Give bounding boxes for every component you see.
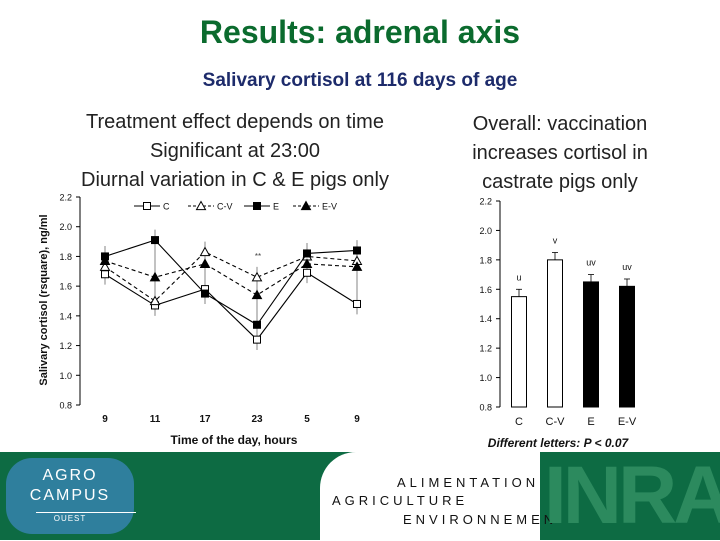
y-tick-label: 1.6 <box>59 282 72 292</box>
x-tick-label: C-V <box>546 416 566 428</box>
inra-logo: INRA <box>544 450 720 541</box>
data-point-e-v <box>301 258 313 268</box>
logo-rule <box>36 512 136 513</box>
y-tick-label: 1.4 <box>479 314 492 324</box>
data-point-c <box>253 335 261 344</box>
x-tick-label: E-V <box>618 416 637 428</box>
slide-title: Results: adrenal axis <box>199 14 521 50</box>
line-chart-legend: C C-V E E-V <box>134 200 337 212</box>
x-tick-label: 9 <box>102 414 108 425</box>
tagline-word: AGRICULTURE <box>332 493 469 508</box>
data-point-c-v <box>149 295 161 306</box>
data-point-e-v <box>149 271 161 282</box>
significance-letter: u <box>516 272 521 282</box>
logo-line: OUEST <box>53 514 87 523</box>
y-tick-label: 1.0 <box>59 371 72 381</box>
legend-label: C-V <box>217 202 233 212</box>
data-point-e <box>353 246 361 255</box>
significance-letter: v <box>553 236 558 246</box>
legend-marker <box>253 202 261 210</box>
y-tick-label: 2.2 <box>59 193 72 203</box>
footer: AGRO CAMPUS OUEST ALIMENTATION AGRICULTU… <box>0 452 720 540</box>
legend-label: E-V <box>322 202 337 212</box>
tagline-word: ENVIRONNEMEN <box>403 512 558 527</box>
line-chart-x-axis-label: Time of the day, hours <box>171 433 298 447</box>
y-tick-label: 2.0 <box>59 222 72 232</box>
left-caption-line: Treatment effect depends on time <box>86 111 384 133</box>
x-tick-label: 11 <box>150 414 161 425</box>
bar-e-v <box>619 285 635 408</box>
y-tick-label: 1.2 <box>479 344 492 354</box>
x-tick-label: E <box>587 416 594 428</box>
tagline-word: ALIMENTATION <box>397 475 540 490</box>
data-point-e-v <box>351 261 363 271</box>
series-line-c <box>104 272 358 341</box>
data-point-e <box>303 249 311 258</box>
bar-e <box>583 281 599 408</box>
data-point-c-v <box>99 261 111 271</box>
bar-chart-x-axis-label: Different letters: P < 0.07 <box>488 436 630 450</box>
x-tick-label: 5 <box>304 414 310 425</box>
legend-marker <box>300 200 312 211</box>
data-point-e-v <box>199 258 211 268</box>
logo-line: CAMPUS <box>29 487 111 504</box>
right-caption-line: castrate pigs only <box>482 171 638 193</box>
logo-line: AGRO <box>42 467 98 484</box>
y-tick-label: 1.6 <box>479 285 492 295</box>
legend-marker <box>143 202 151 210</box>
data-point-c <box>303 268 311 277</box>
agrocampus-logo: AGRO CAMPUS OUEST <box>6 458 136 534</box>
series-line-e-v <box>104 260 358 296</box>
x-tick-label: 9 <box>354 414 360 425</box>
data-point-c-v <box>251 271 263 282</box>
line-chart-plot-area <box>99 229 363 351</box>
y-tick-label: 0.8 <box>479 403 492 413</box>
right-caption: Overall: vaccination increases cortisol … <box>440 110 680 197</box>
right-caption-line: increases cortisol in <box>472 142 648 164</box>
y-tick-label: 1.4 <box>59 311 72 321</box>
data-point-e <box>151 236 159 245</box>
legend-label: E <box>273 202 279 212</box>
y-tick-label: 1.2 <box>59 341 72 351</box>
left-caption: Treatment effect depends on time Signifi… <box>40 108 430 195</box>
significance-letter: uv <box>586 258 596 268</box>
y-tick-label: 1.8 <box>59 252 72 262</box>
series-line-c-v <box>104 251 358 302</box>
line-chart-y-axis-label: Salivary cortisol (rsquare), ng/ml <box>38 214 50 385</box>
bar-chart-axes: 0.8 1.0 1.2 1.4 1.6 1.8 2.0 2.2 C C-V E E-V <box>479 197 636 429</box>
legend-label: C <box>163 202 170 212</box>
slide-subtitle: Salivary cortisol at 116 days of age <box>202 70 518 91</box>
left-caption-line: Significant at 23:00 <box>149 140 321 162</box>
data-point-c-v <box>199 246 211 257</box>
x-tick-label: 17 <box>199 414 211 425</box>
y-tick-label: 1.8 <box>479 255 492 265</box>
data-point-e-v <box>99 255 111 265</box>
x-tick-label: 23 <box>251 414 263 425</box>
y-tick-label: 2.2 <box>479 197 492 207</box>
data-point-c <box>353 299 361 308</box>
line-chart-axes: 0.8 1.0 1.2 1.4 1.6 1.8 2.0 2.2 9 11 17 23 5 9 <box>59 193 360 426</box>
left-caption-line: Diurnal variation in C & E pigs only <box>81 169 389 191</box>
right-caption-line: Overall: vaccination <box>472 113 648 135</box>
series-line-e <box>104 239 358 326</box>
y-tick-label: 2.0 <box>479 226 492 236</box>
inra-tagline-band: ALIMENTATION AGRICULTURE ENVIRONNEMEN <box>320 452 553 540</box>
data-point-e <box>253 320 261 329</box>
y-tick-label: 0.8 <box>59 401 72 411</box>
x-tick-label: C <box>515 416 523 428</box>
data-point-e-v <box>251 289 263 300</box>
significance-letter: uv <box>622 262 632 272</box>
legend-marker <box>195 200 207 211</box>
significance-annotation: ** <box>255 252 261 261</box>
bar-c <box>511 296 527 408</box>
bar-c-v <box>547 259 563 408</box>
data-point-e <box>201 289 209 298</box>
y-tick-label: 1.0 <box>479 373 492 383</box>
